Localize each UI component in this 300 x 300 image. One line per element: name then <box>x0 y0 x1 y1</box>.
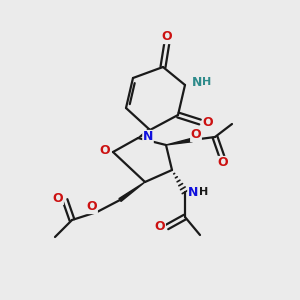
Polygon shape <box>138 128 151 138</box>
Text: O: O <box>53 191 63 205</box>
Text: N: N <box>143 130 153 143</box>
Text: O: O <box>155 220 165 233</box>
Polygon shape <box>119 182 145 201</box>
Text: N: N <box>192 76 202 88</box>
Text: O: O <box>87 200 97 214</box>
Text: O: O <box>100 143 110 157</box>
Polygon shape <box>166 138 192 145</box>
Text: O: O <box>191 128 201 142</box>
Text: N: N <box>188 185 198 199</box>
Text: H: H <box>202 77 211 87</box>
Text: O: O <box>162 31 172 44</box>
Text: O: O <box>203 116 213 128</box>
Text: O: O <box>218 157 228 169</box>
Text: H: H <box>200 187 208 197</box>
